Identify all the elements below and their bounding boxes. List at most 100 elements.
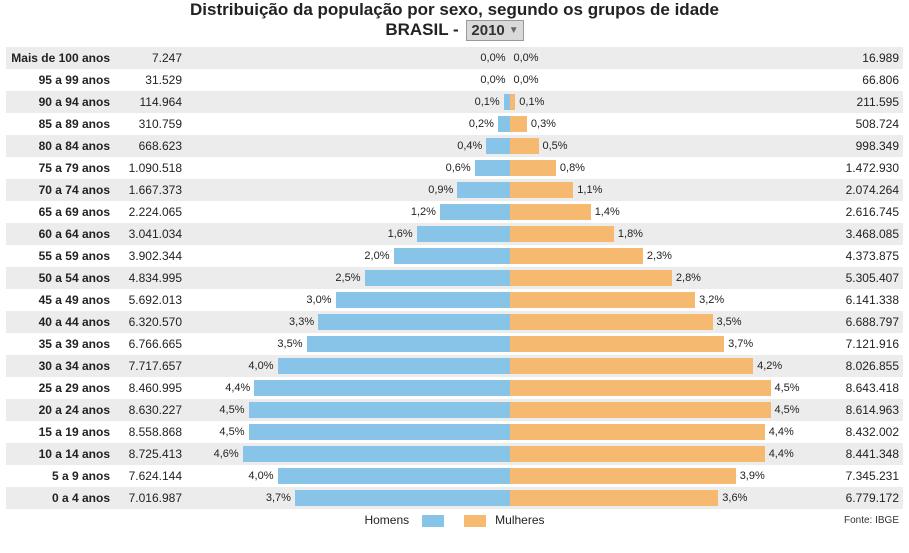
male-bar <box>249 402 510 418</box>
male-bar <box>249 424 510 440</box>
female-pct-label: 2,3% <box>643 250 676 262</box>
bar-area: 3,7%3,6% <box>186 490 833 506</box>
pyramid-row: 45 a 49 anos5.692.0133,0%3,2%6.141.338 <box>6 289 903 311</box>
female-pct-label: 0,0% <box>510 74 543 86</box>
male-pct-label: 0,0% <box>476 74 509 86</box>
pyramid-row: 5 a 9 anos7.624.1444,0%3,9%7.345.231 <box>6 465 903 487</box>
bar-area: 3,3%3,5% <box>186 314 833 330</box>
chart-container: Distribuição da população por sexo, segu… <box>0 0 909 526</box>
pyramid-row: 30 a 34 anos7.717.6574,0%4,2%8.026.855 <box>6 355 903 377</box>
male-bar <box>475 160 510 176</box>
male-pct-label: 4,5% <box>215 404 248 416</box>
male-pct-label: 0,6% <box>442 162 475 174</box>
male-count: 668.623 <box>116 139 186 153</box>
pyramid-row: 50 a 54 anos4.834.9952,5%2,8%5.305.407 <box>6 267 903 289</box>
age-group-label: 5 a 9 anos <box>6 469 116 483</box>
female-count: 66.806 <box>833 73 903 87</box>
legend-male-swatch <box>422 515 444 527</box>
bar-area: 3,5% 3,7% <box>186 336 833 352</box>
male-count: 3.902.344 <box>116 249 186 263</box>
year-select[interactable]: 2010▼ <box>466 20 523 41</box>
female-pct-label: 3,5% <box>713 316 746 328</box>
female-half: 1,8% <box>510 226 834 242</box>
female-half: 0,3% <box>510 116 834 132</box>
age-group-label: 30 a 34 anos <box>6 359 116 373</box>
female-half: 0,8% <box>510 160 834 176</box>
male-bar <box>307 336 510 352</box>
male-count: 8.630.227 <box>116 403 186 417</box>
male-half: 3,5% <box>186 336 510 352</box>
male-count: 3.041.034 <box>116 227 186 241</box>
male-count: 7.624.144 <box>116 469 186 483</box>
female-bar <box>510 138 539 154</box>
male-half: 0,2% <box>186 116 510 132</box>
female-bar <box>510 226 614 242</box>
female-half: 4,4% <box>510 424 834 440</box>
female-bar <box>510 270 672 286</box>
age-group-label: 65 a 69 anos <box>6 205 116 219</box>
female-bar <box>510 248 643 264</box>
age-group-label: 0 a 4 anos <box>6 491 116 505</box>
female-pct-label: 2,8% <box>672 272 705 284</box>
female-pct-label: 3,6% <box>718 492 751 504</box>
female-half: 4,4% <box>510 446 834 462</box>
female-pct-label: 0,5% <box>539 140 572 152</box>
female-count: 211.595 <box>833 95 903 109</box>
legend-female-swatch <box>464 515 486 527</box>
male-half: 4,0% <box>186 358 510 374</box>
female-half: 0,1% <box>510 94 834 110</box>
male-pct-label: 4,0% <box>244 360 277 372</box>
female-count: 8.643.418 <box>833 381 903 395</box>
female-count: 6.779.172 <box>833 491 903 505</box>
female-pct-label: 4,4% <box>765 448 798 460</box>
pyramid-row: 15 a 19 anos8.558.8684,5%4,4%8.432.002 <box>6 421 903 443</box>
male-count: 1.667.373 <box>116 183 186 197</box>
bar-area: 1,6% 1,8% <box>186 226 833 242</box>
male-count: 1.090.518 <box>116 161 186 175</box>
female-half: 4,5% <box>510 402 834 418</box>
legend-male-label: Homens <box>364 513 409 527</box>
female-count: 998.349 <box>833 139 903 153</box>
male-half: 0,6% <box>186 160 510 176</box>
male-pct-label: 4,0% <box>244 470 277 482</box>
bar-area: 0,9%1,1% <box>186 182 833 198</box>
male-pct-label: 2,5% <box>331 272 364 284</box>
male-count: 4.834.995 <box>116 271 186 285</box>
pyramid-row: 75 a 79 anos1.090.5180,6%0,8%1.472.930 <box>6 157 903 179</box>
male-count: 310.759 <box>116 117 186 131</box>
female-pct-label: 4,5% <box>771 382 804 394</box>
age-group-label: 75 a 79 anos <box>6 161 116 175</box>
age-group-label: 60 a 64 anos <box>6 227 116 241</box>
male-pct-label: 1,6% <box>384 228 417 240</box>
age-group-label: 55 a 59 anos <box>6 249 116 263</box>
female-count: 4.373.875 <box>833 249 903 263</box>
female-bar <box>510 160 556 176</box>
male-bar <box>278 358 510 374</box>
female-bar <box>510 358 754 374</box>
male-pct-label: 0,9% <box>424 184 457 196</box>
pyramid-row: 80 a 84 anos668.6230,4%0,5%998.349 <box>6 135 903 157</box>
male-pct-label: 3,0% <box>302 294 335 306</box>
male-count: 8.460.995 <box>116 381 186 395</box>
age-group-label: Mais de 100 anos <box>6 51 116 65</box>
male-half: 4,0% <box>186 468 510 484</box>
female-pct-label: 1,4% <box>591 206 624 218</box>
male-half: 1,6% <box>186 226 510 242</box>
female-half: 0,5% <box>510 138 834 154</box>
female-half: 3,7% <box>510 336 834 352</box>
female-count: 2.616.745 <box>833 205 903 219</box>
female-count: 508.724 <box>833 117 903 131</box>
male-count: 8.558.868 <box>116 425 186 439</box>
female-count: 6.688.797 <box>833 315 903 329</box>
age-group-label: 50 a 54 anos <box>6 271 116 285</box>
region-label: BRASIL - <box>385 20 463 39</box>
pyramid-row: Mais de 100 anos7.2470,0%0,0%16.989 <box>6 47 903 69</box>
female-pct-label: 4,5% <box>771 404 804 416</box>
male-half: 4,4% <box>186 380 510 396</box>
female-bar <box>510 446 765 462</box>
bar-area: 3,0%3,2% <box>186 292 833 308</box>
female-pct-label: 3,7% <box>724 338 757 350</box>
male-count: 5.692.013 <box>116 293 186 307</box>
male-count: 7.717.657 <box>116 359 186 373</box>
pyramid-row: 85 a 89 anos310.7590,2%0,3%508.724 <box>6 113 903 135</box>
